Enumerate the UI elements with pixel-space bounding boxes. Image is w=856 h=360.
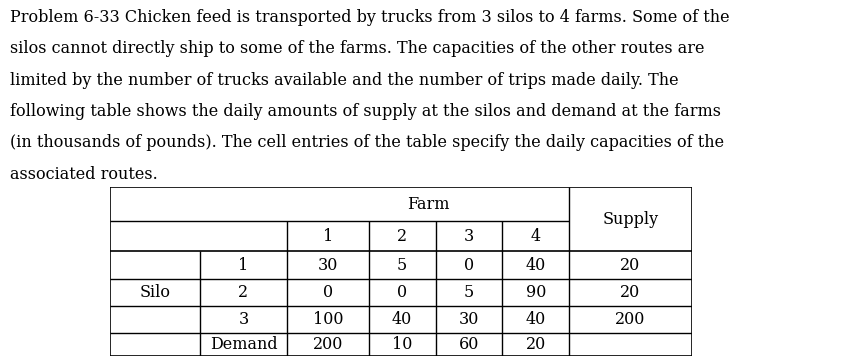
Text: Silo: Silo (140, 284, 170, 301)
Text: 3: 3 (464, 228, 474, 245)
Text: 40: 40 (526, 257, 546, 274)
Text: Problem 6-33 Chicken feed is transported by trucks from 3 silos to 4 farms. Some: Problem 6-33 Chicken feed is transported… (10, 9, 730, 26)
Text: associated routes.: associated routes. (10, 166, 158, 183)
Text: 30: 30 (318, 257, 338, 274)
Text: 0: 0 (397, 284, 407, 301)
Text: 3: 3 (238, 311, 248, 328)
Text: 200: 200 (615, 311, 645, 328)
Text: 60: 60 (459, 336, 479, 353)
Text: 20: 20 (526, 336, 546, 353)
Text: 200: 200 (312, 336, 343, 353)
Text: 30: 30 (459, 311, 479, 328)
Text: Demand: Demand (210, 336, 277, 353)
Text: 20: 20 (621, 284, 640, 301)
Text: 40: 40 (526, 311, 546, 328)
Text: 2: 2 (397, 228, 407, 245)
Text: 5: 5 (397, 257, 407, 274)
Text: silos cannot directly ship to some of the farms. The capacities of the other rou: silos cannot directly ship to some of th… (10, 40, 704, 57)
Text: 90: 90 (526, 284, 546, 301)
Text: Supply: Supply (603, 211, 658, 228)
Text: 0: 0 (464, 257, 474, 274)
Text: following table shows the daily amounts of supply at the silos and demand at the: following table shows the daily amounts … (10, 103, 722, 120)
Text: (in thousands of pounds). The cell entries of the table specify the daily capaci: (in thousands of pounds). The cell entri… (10, 134, 724, 151)
Text: 1: 1 (323, 228, 333, 245)
Text: Farm: Farm (407, 195, 449, 213)
Text: 4: 4 (531, 228, 541, 245)
Text: 2: 2 (238, 284, 248, 301)
Text: 10: 10 (392, 336, 413, 353)
Text: limited by the number of trucks available and the number of trips made daily. Th: limited by the number of trucks availabl… (10, 72, 679, 89)
Text: 20: 20 (621, 257, 640, 274)
Text: 100: 100 (312, 311, 343, 328)
Text: 1: 1 (238, 257, 248, 274)
Text: 5: 5 (464, 284, 474, 301)
Text: 0: 0 (323, 284, 333, 301)
Text: 40: 40 (392, 311, 413, 328)
